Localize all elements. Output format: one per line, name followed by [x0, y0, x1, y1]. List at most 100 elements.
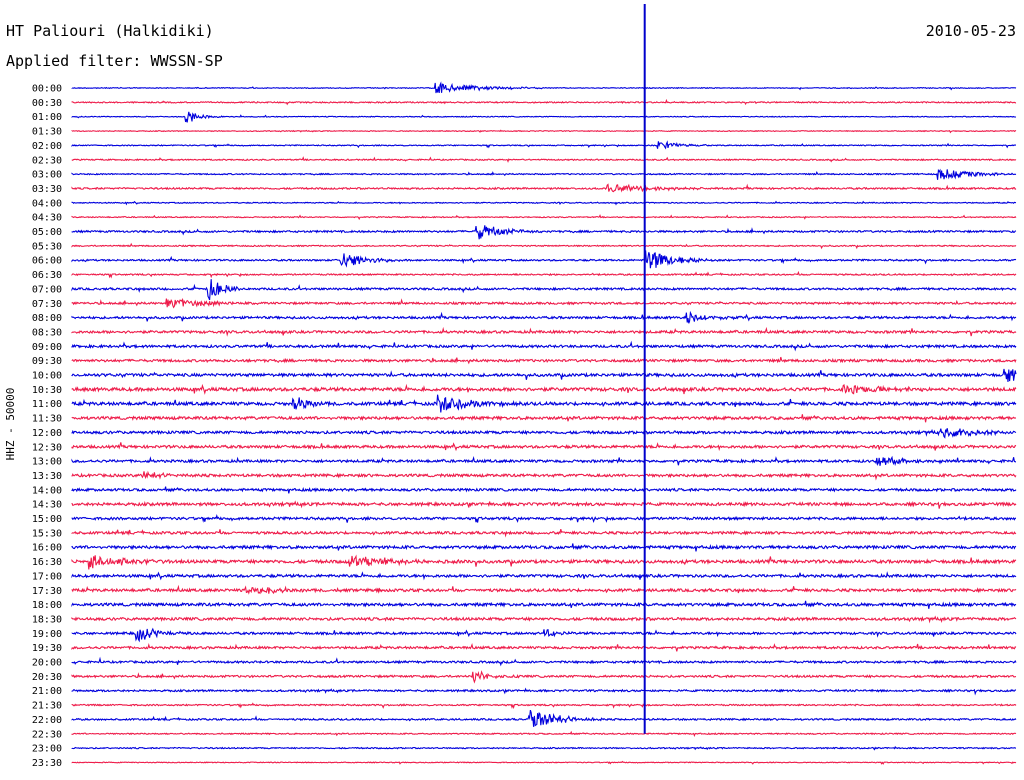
date-label: 2010-05-23 — [926, 22, 1016, 40]
channel-axis-label: HHZ - 50000 — [4, 388, 17, 461]
trace-row — [71, 486, 1017, 494]
time-tick-label: 13:30 — [32, 471, 62, 482]
time-tick-label: 07:30 — [32, 299, 62, 310]
time-tick-label: 22:30 — [32, 729, 62, 740]
time-tick-label: 02:00 — [32, 141, 62, 152]
trace-row — [71, 600, 1017, 609]
trace-row — [71, 627, 1017, 643]
trace-row — [71, 140, 1016, 150]
time-tick-label: 14:30 — [32, 500, 62, 511]
trace-row — [71, 394, 1017, 413]
trace-row — [71, 615, 1017, 624]
time-tick-label: 18:30 — [32, 614, 62, 625]
time-tick-label: 05:30 — [32, 241, 62, 252]
trace-row — [71, 428, 1017, 439]
time-tick-label: 17:30 — [32, 586, 62, 597]
trace-row — [71, 200, 1017, 206]
time-tick-label: 03:30 — [32, 184, 62, 195]
time-tick-label: 15:30 — [32, 528, 62, 539]
trace-row — [71, 702, 1017, 710]
time-tick-label: 20:30 — [32, 672, 62, 683]
time-tick-label: 10:00 — [32, 371, 62, 382]
trace-row — [71, 111, 1017, 123]
seismic-traces — [71, 81, 1017, 765]
time-tick-label: 22:00 — [32, 715, 62, 726]
time-tick-label: 11:30 — [32, 414, 62, 425]
time-tick-label: 00:00 — [32, 84, 62, 95]
trace-row — [71, 297, 1017, 309]
time-tick-label: 07:00 — [32, 284, 62, 295]
trace-row — [71, 500, 1017, 509]
trace-row — [71, 356, 1017, 365]
time-tick-label: 20:00 — [32, 658, 62, 669]
trace-row — [71, 514, 1017, 524]
trace-row — [71, 383, 1017, 395]
trace-row — [71, 543, 1017, 552]
trace-row — [71, 242, 1017, 250]
trace-row — [71, 326, 1017, 337]
time-tick-label: 06:00 — [32, 256, 62, 267]
trace-row — [71, 279, 1017, 301]
time-tick-label: 16:30 — [32, 557, 62, 568]
trace-row — [71, 643, 1017, 652]
trace-row — [71, 455, 1017, 467]
trace-row — [71, 414, 1017, 423]
time-tick-label: 15:00 — [32, 514, 62, 525]
time-tick-label: 17:00 — [32, 571, 62, 582]
time-tick-label: 16:00 — [32, 543, 62, 554]
time-tick-label: 09:00 — [32, 342, 62, 353]
time-tick-label: 08:30 — [32, 327, 62, 338]
trace-row — [71, 730, 1017, 738]
time-tick-label: 19:30 — [32, 643, 62, 654]
trace-row — [71, 168, 1017, 180]
trace-row — [71, 183, 1017, 193]
trace-row — [71, 745, 1017, 751]
time-tick-label: 00:30 — [32, 98, 62, 109]
time-tick-label: 08:00 — [32, 313, 62, 324]
trace-row — [71, 709, 1017, 727]
time-tick-label: 12:00 — [32, 428, 62, 439]
time-tick-label: 23:30 — [32, 758, 62, 769]
time-tick-label: 12:30 — [32, 442, 62, 453]
trace-row — [71, 670, 1017, 684]
time-tick-label: 04:00 — [32, 198, 62, 209]
time-tick-label: 01:00 — [32, 112, 62, 123]
time-tick-label: 10:30 — [32, 385, 62, 396]
time-tick-label: 06:30 — [32, 270, 62, 281]
trace-row — [71, 760, 1017, 765]
time-tick-label: 18:00 — [32, 600, 62, 611]
trace-row — [71, 442, 1017, 452]
trace-row — [71, 656, 1017, 667]
time-tick-label: 11:00 — [32, 399, 62, 410]
time-tick-label: 01:30 — [32, 127, 62, 138]
time-tick-label: 23:00 — [32, 744, 62, 755]
time-tick-label: 21:00 — [32, 686, 62, 697]
trace-row — [71, 687, 1017, 696]
time-tick-label: 09:30 — [32, 356, 62, 367]
time-tick-label: 02:30 — [32, 155, 62, 166]
trace-row — [71, 584, 1017, 595]
trace-row — [71, 81, 1017, 94]
time-tick-label: 04:30 — [32, 213, 62, 224]
trace-row — [71, 554, 1017, 570]
trace-row — [71, 129, 1017, 134]
trace-row — [71, 528, 1017, 538]
trace-row — [71, 470, 1017, 481]
trace-row — [71, 368, 1017, 382]
time-tick-label: 05:00 — [32, 227, 62, 238]
trace-row — [71, 340, 1017, 352]
time-tick-label: 14:00 — [32, 485, 62, 496]
trace-row — [71, 156, 1017, 163]
time-tick-labels: 00:00 00:30 01:00 01:30 02:00 02:30 03:00 03:30… — [32, 84, 62, 769]
trace-row — [71, 270, 1017, 279]
trace-row — [71, 225, 1017, 240]
time-tick-label: 19:00 — [32, 629, 62, 640]
trace-row — [71, 310, 1017, 324]
trace-row — [71, 571, 1017, 581]
station-title: HT Paliouri (Halkidiki) — [6, 22, 214, 40]
time-tick-label: 13:00 — [32, 457, 62, 468]
trace-row — [71, 214, 1017, 221]
trace-row — [71, 98, 1017, 106]
trace-row — [71, 250, 1017, 269]
